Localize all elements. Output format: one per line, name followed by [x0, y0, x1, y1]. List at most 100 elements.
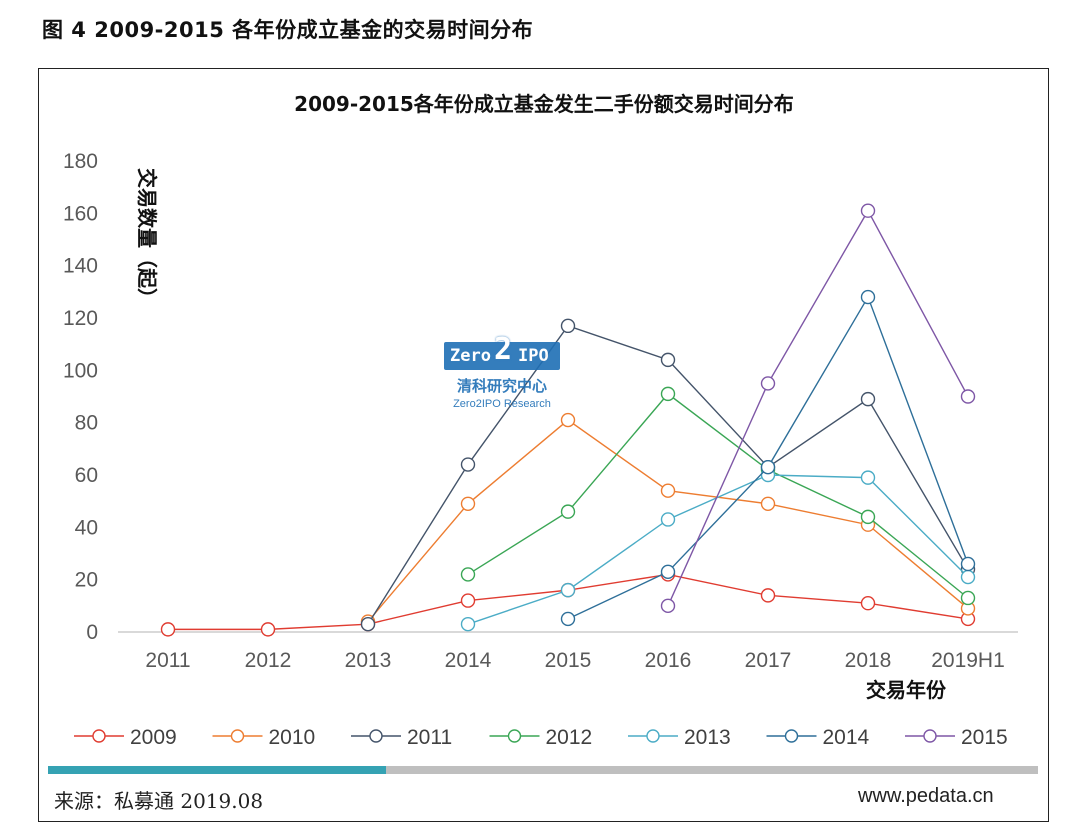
- legend-item: 2015: [905, 726, 1008, 749]
- x-tick-label: 2011: [145, 649, 190, 672]
- x-tick-label: 2014: [445, 649, 492, 672]
- x-tick-label: 2015: [545, 649, 592, 672]
- data-point: [860, 289, 876, 305]
- y-tick-label: 180: [63, 150, 98, 173]
- data-point: [560, 504, 576, 519]
- data-point: [860, 509, 876, 525]
- y-tick-label: 100: [63, 359, 98, 382]
- series-line: [567, 295, 969, 620]
- data-point: [760, 459, 776, 475]
- legend-label: 2015: [961, 726, 1008, 749]
- legend-marker: [230, 729, 245, 743]
- watermark-logo: Zero 2 IPO: [444, 335, 560, 370]
- x-axis-ticks: 2011 2012 2013 2014 2015 2016 2017 2018 2019H1: [145, 649, 1004, 672]
- series-2013: [460, 467, 976, 632]
- y-axis-ticks: 0 20 40 60 80 100 120 140 160 180: [63, 150, 98, 644]
- data-point: [460, 593, 476, 608]
- data-point: [960, 389, 976, 404]
- legend-item: 2013: [628, 726, 731, 749]
- legend-label: 2012: [546, 726, 593, 749]
- figure-caption: 图 4 2009-2015 各年份成立基金的交易时间分布: [42, 18, 534, 42]
- chart-frame: [38, 68, 1049, 822]
- x-tick-label: 2012: [245, 649, 292, 672]
- watermark-logo-right: IPO: [518, 346, 549, 366]
- data-point: [760, 496, 776, 511]
- data-point: [660, 352, 676, 368]
- data-point: [860, 470, 876, 485]
- data-point: [860, 596, 876, 611]
- x-tick-label: 2017: [745, 649, 792, 672]
- data-point: [960, 556, 976, 572]
- chart-title: 2009-2015各年份成立基金发生二手份额交易时间分布: [294, 92, 794, 116]
- data-point: [460, 616, 476, 632]
- x-tick-label: 2016: [645, 649, 692, 672]
- data-point: [660, 564, 676, 580]
- data-point: [960, 569, 976, 585]
- y-tick-label: 120: [63, 307, 98, 330]
- footer-site: www.pedata.cn: [858, 785, 994, 807]
- data-point: [660, 598, 676, 614]
- data-point: [560, 318, 576, 334]
- series-2010: [360, 412, 976, 629]
- data-point: [860, 203, 876, 218]
- series-line: [467, 474, 969, 625]
- legend-item: 2011: [351, 726, 452, 749]
- y-tick-label: 160: [63, 202, 98, 225]
- data-point: [260, 622, 276, 637]
- y-axis-label: 交易数量（起）: [135, 168, 159, 308]
- data-point: [460, 567, 476, 582]
- x-tick-label: 2018: [845, 649, 892, 672]
- y-tick-label: 40: [75, 516, 98, 539]
- legend-marker: [784, 729, 799, 743]
- series-line: [467, 392, 969, 599]
- legend-item: 2010: [212, 726, 316, 749]
- y-tick-label: 20: [75, 569, 98, 592]
- data-point: [160, 622, 176, 637]
- data-point: [460, 457, 476, 472]
- x-axis-label: 交易年份: [866, 678, 947, 702]
- watermark-en: Zero2IPO Research: [453, 398, 551, 410]
- legend-marker: [92, 729, 106, 743]
- watermark-logo-mid: 2: [494, 332, 513, 367]
- y-tick-label: 0: [86, 621, 98, 644]
- x-tick-label: 2019H1: [931, 649, 1005, 672]
- legend-marker: [646, 729, 660, 743]
- data-point: [560, 582, 576, 598]
- data-point: [760, 376, 776, 391]
- data-point: [860, 391, 876, 407]
- legend-marker: [369, 729, 383, 743]
- series-group: [160, 203, 976, 637]
- footer-divider-bar: [386, 766, 1038, 774]
- x-tick-label: 2013: [345, 649, 392, 672]
- data-point: [560, 611, 576, 627]
- data-point: [660, 386, 676, 402]
- legend-item: 2009: [74, 726, 177, 749]
- watermark: Zero 2 IPO 清科研究中心 Zero2IPO Research: [440, 335, 564, 410]
- data-point: [660, 512, 676, 527]
- watermark-logo-left: Zero: [450, 346, 491, 366]
- data-point: [960, 590, 976, 606]
- data-point: [760, 588, 776, 603]
- legend-label: 2009: [130, 726, 177, 749]
- legend-label: 2011: [407, 726, 452, 749]
- legend-label: 2010: [269, 726, 316, 749]
- legend-marker: [507, 729, 522, 743]
- y-tick-label: 60: [75, 464, 98, 487]
- series-line: [667, 209, 969, 607]
- series-2014: [560, 289, 976, 627]
- watermark-cn: 清科研究中心: [456, 377, 547, 395]
- footer-source: 来源：私募通 2019.08: [54, 789, 264, 813]
- y-tick-label: 140: [63, 255, 98, 278]
- data-point: [460, 496, 476, 511]
- legend-item: 2012: [489, 726, 593, 749]
- y-tick-label: 80: [75, 412, 98, 435]
- legend-marker: [923, 729, 937, 743]
- data-point: [560, 412, 576, 428]
- legend-label: 2014: [823, 726, 870, 749]
- footer-accent-bar: [48, 766, 386, 774]
- legend-label: 2013: [684, 726, 731, 749]
- legend: 2009 2010 2011 2012 2013 2014 2015: [74, 726, 1008, 749]
- legend-item: 2014: [766, 726, 870, 749]
- data-point: [660, 483, 676, 498]
